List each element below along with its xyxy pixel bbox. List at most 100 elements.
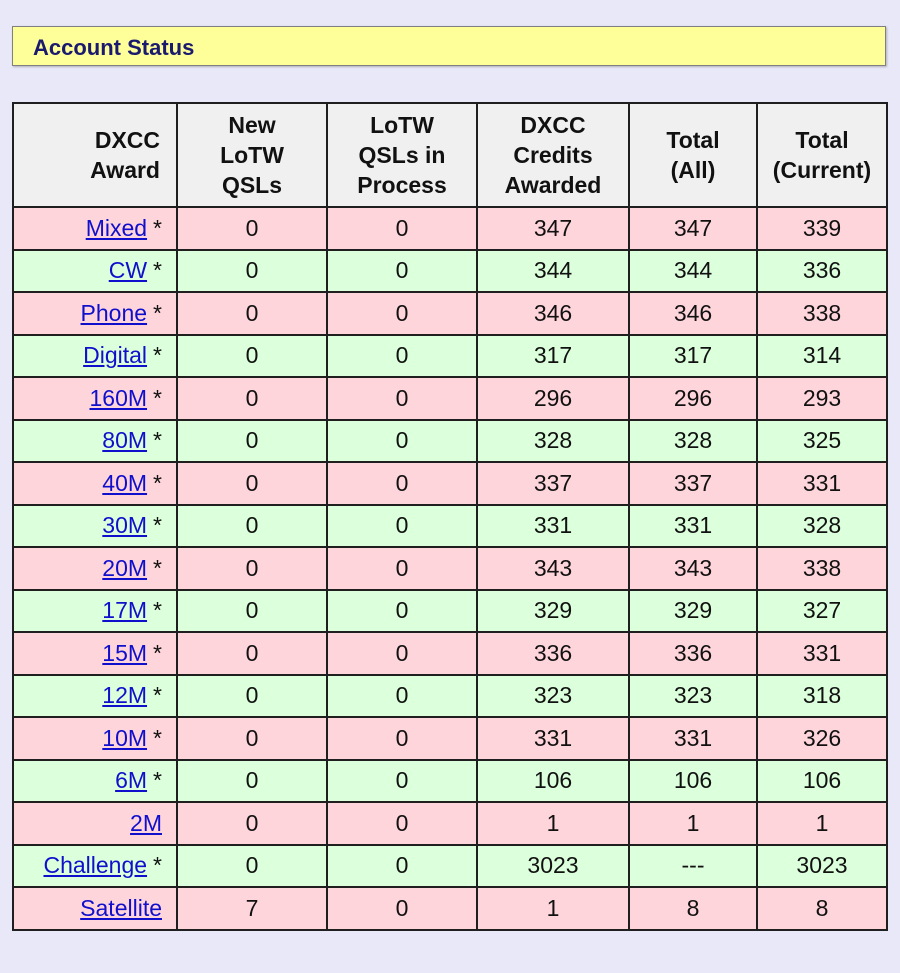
table-row: 30M * 0 0 331 331 328: [12, 503, 888, 548]
award-link-2m[interactable]: 2M: [130, 809, 162, 836]
award-star-marker: *: [153, 597, 162, 624]
header-new-lotw-qsls: New LoTW QSLs: [176, 102, 328, 208]
total-all-cell: 329: [628, 588, 758, 633]
in-process-cell: 0: [326, 631, 478, 676]
award-star-marker: *: [153, 469, 162, 496]
award-link-12m[interactable]: 12M: [102, 682, 148, 709]
award-star-marker: *: [153, 767, 162, 794]
credits-awarded-cell: 106: [476, 758, 630, 803]
award-cell: 80M *: [12, 418, 178, 463]
in-process-cell: 0: [326, 588, 478, 633]
total-all-cell: 323: [628, 673, 758, 718]
new-lotw-qsls-cell: 0: [176, 333, 328, 378]
total-all-cell: 344: [628, 248, 758, 293]
award-star-marker: *: [153, 554, 162, 581]
total-current-cell: 336: [756, 248, 888, 293]
award-link-10m[interactable]: 10M: [102, 724, 148, 751]
award-link-40m[interactable]: 40M: [102, 469, 148, 496]
in-process-cell: 0: [326, 546, 478, 591]
award-link-cw[interactable]: CW: [108, 257, 148, 284]
in-process-cell: 0: [326, 206, 478, 251]
total-current-cell: 331: [756, 461, 888, 506]
award-star-marker: *: [153, 682, 162, 709]
award-link-80m[interactable]: 80M: [102, 427, 148, 454]
total-all-cell: 346: [628, 291, 758, 336]
header-dxcc-award: DXCC Award: [12, 102, 178, 208]
new-lotw-qsls-cell: 0: [176, 843, 328, 888]
award-link-15m[interactable]: 15M: [102, 639, 148, 666]
award-link-phone[interactable]: Phone: [80, 299, 148, 326]
total-current-cell: 338: [756, 546, 888, 591]
dxcc-award-table: DXCC Award New LoTW QSLs LoTW QSLs in Pr…: [12, 102, 888, 931]
table-row: 20M * 0 0 343 343 338: [12, 546, 888, 591]
award-star-marker: *: [153, 427, 162, 454]
total-all-cell: ---: [628, 843, 758, 888]
total-current-cell: 314: [756, 333, 888, 378]
award-star-marker: *: [153, 257, 162, 284]
table-row: 10M * 0 0 331 331 326: [12, 716, 888, 761]
table-row: 160M * 0 0 296 296 293: [12, 376, 888, 421]
credits-awarded-cell: 296: [476, 376, 630, 421]
table-row: Digital * 0 0 317 317 314: [12, 333, 888, 378]
new-lotw-qsls-cell: 0: [176, 631, 328, 676]
credits-awarded-cell: 337: [476, 461, 630, 506]
award-link-6m[interactable]: 6M: [115, 767, 148, 794]
total-all-cell: 336: [628, 631, 758, 676]
new-lotw-qsls-cell: 0: [176, 546, 328, 591]
table-row: 40M * 0 0 337 337 331: [12, 461, 888, 506]
award-link-mixed[interactable]: Mixed: [85, 214, 148, 241]
in-process-cell: 0: [326, 291, 478, 336]
credits-awarded-cell: 323: [476, 673, 630, 718]
in-process-cell: 0: [326, 376, 478, 421]
new-lotw-qsls-cell: 0: [176, 801, 328, 846]
in-process-cell: 0: [326, 503, 478, 548]
award-cell: Digital *: [12, 333, 178, 378]
total-all-cell: 347: [628, 206, 758, 251]
total-current-cell: 328: [756, 503, 888, 548]
table-header-row: DXCC Award New LoTW QSLs LoTW QSLs in Pr…: [12, 102, 888, 208]
in-process-cell: 0: [326, 886, 478, 931]
award-link-20m[interactable]: 20M: [102, 554, 148, 581]
new-lotw-qsls-cell: 7: [176, 886, 328, 931]
table-row: 6M * 0 0 106 106 106: [12, 758, 888, 803]
header-total-all: Total (All): [628, 102, 758, 208]
credits-awarded-cell: 344: [476, 248, 630, 293]
in-process-cell: 0: [326, 248, 478, 293]
credits-awarded-cell: 331: [476, 716, 630, 761]
award-link-30m[interactable]: 30M: [102, 512, 148, 539]
total-all-cell: 106: [628, 758, 758, 803]
total-all-cell: 331: [628, 716, 758, 761]
total-all-cell: 343: [628, 546, 758, 591]
total-current-cell: 325: [756, 418, 888, 463]
table-row: 17M * 0 0 329 329 327: [12, 588, 888, 633]
new-lotw-qsls-cell: 0: [176, 758, 328, 803]
award-cell: 2M: [12, 801, 178, 846]
award-cell: 15M *: [12, 631, 178, 676]
award-cell: Phone *: [12, 291, 178, 336]
award-cell: 30M *: [12, 503, 178, 548]
award-cell: Satellite: [12, 886, 178, 931]
award-link-satellite[interactable]: Satellite: [80, 894, 162, 921]
new-lotw-qsls-cell: 0: [176, 418, 328, 463]
in-process-cell: 0: [326, 801, 478, 846]
new-lotw-qsls-cell: 0: [176, 291, 328, 336]
credits-awarded-cell: 1: [476, 886, 630, 931]
credits-awarded-cell: 346: [476, 291, 630, 336]
new-lotw-qsls-cell: 0: [176, 248, 328, 293]
in-process-cell: 0: [326, 418, 478, 463]
award-cell: Mixed *: [12, 206, 178, 251]
table-row: 12M * 0 0 323 323 318: [12, 673, 888, 718]
award-link-160m[interactable]: 160M: [89, 384, 148, 411]
award-cell: 6M *: [12, 758, 178, 803]
award-cell: 20M *: [12, 546, 178, 591]
award-star-marker: *: [153, 299, 162, 326]
award-star-marker: *: [153, 512, 162, 539]
new-lotw-qsls-cell: 0: [176, 588, 328, 633]
award-link-digital[interactable]: Digital: [83, 342, 148, 369]
in-process-cell: 0: [326, 461, 478, 506]
account-status-title: Account Status: [33, 35, 195, 60]
table-row: CW * 0 0 344 344 336: [12, 248, 888, 293]
table-row: Challenge * 0 0 3023 --- 3023: [12, 843, 888, 888]
award-link-17m[interactable]: 17M: [102, 597, 148, 624]
award-link-challenge[interactable]: Challenge: [43, 852, 148, 879]
